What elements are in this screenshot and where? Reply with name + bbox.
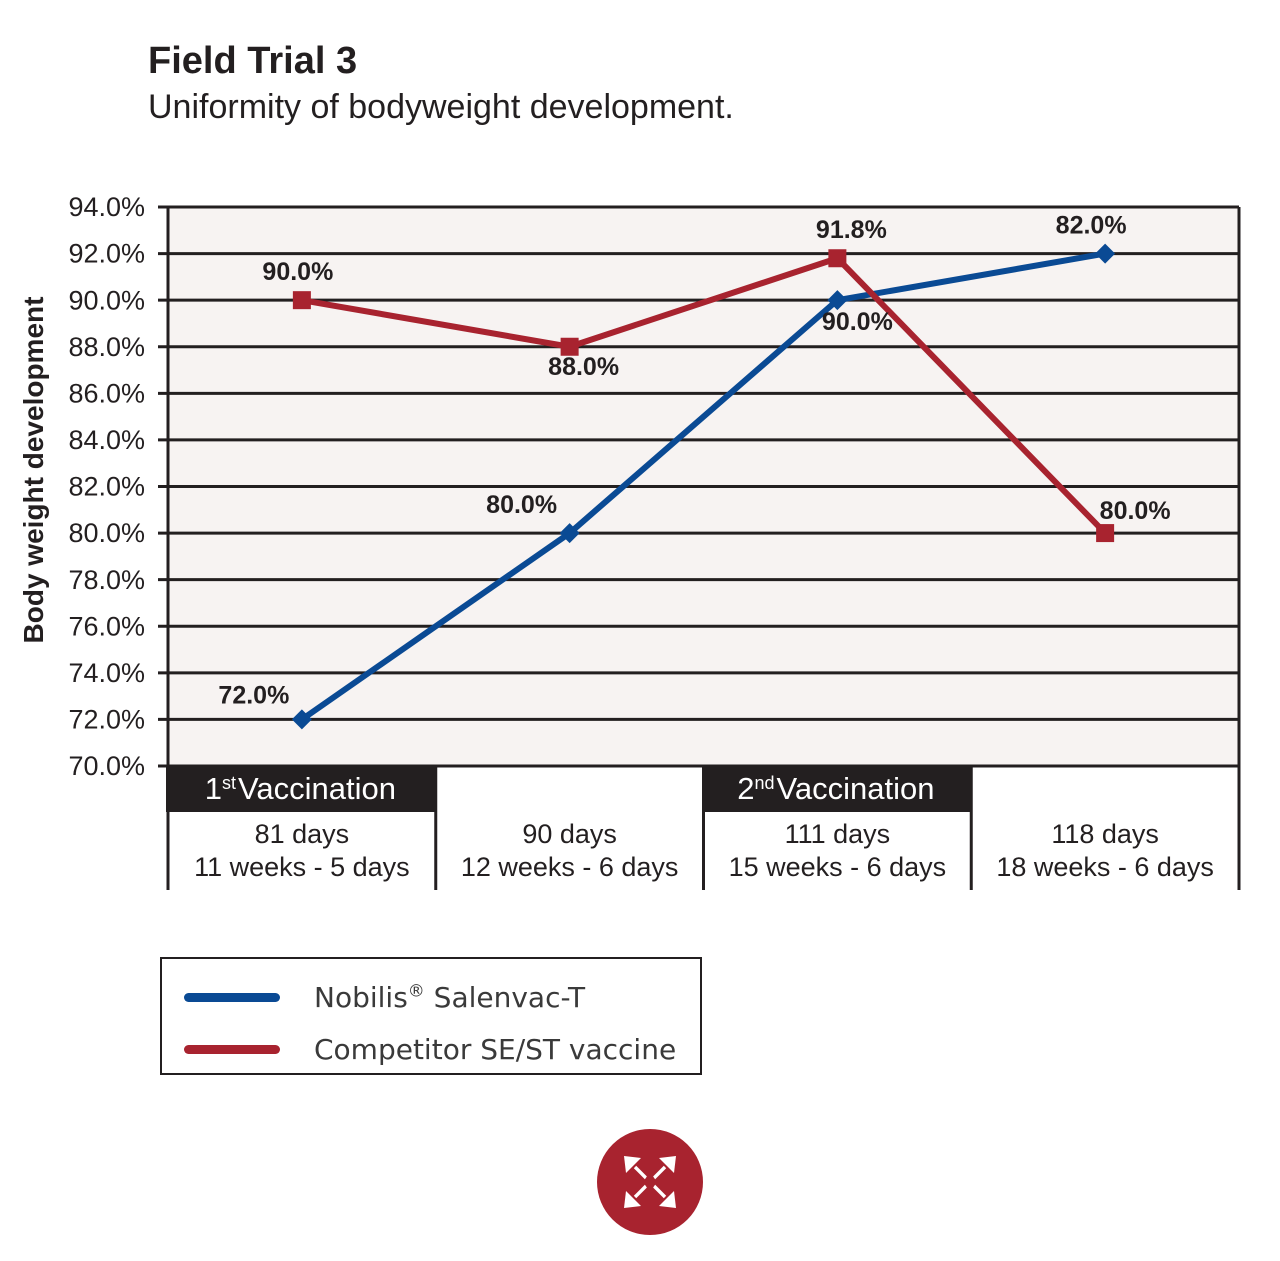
line-chart: 94.0% 92.0% 90.0% 88.0% 86.0% 84.0% 82.0% 80.0%… (68, 192, 1241, 890)
x-category-days: 90 days (522, 819, 617, 849)
x-category-weeks: 12 weeks - 6 days (460, 852, 679, 882)
legend: Nobilis® Salenvac-T Competitor SE/ST vac… (160, 957, 702, 1075)
data-label: 91.8% (816, 216, 887, 244)
x-category-weeks: 18 weeks - 6 days (996, 852, 1214, 882)
data-label: 88.0% (548, 353, 619, 381)
data-label: 80.0% (1100, 497, 1171, 525)
expand-arrows-icon (597, 1129, 703, 1235)
legend-item-nobilis: Nobilis® Salenvac-T (162, 977, 700, 1017)
data-label: 90.0% (822, 308, 893, 336)
data-point-square (1096, 524, 1115, 543)
chart-subtitle: Uniformity of bodyweight development. (148, 88, 734, 126)
series-line-0 (300, 250, 1106, 722)
data-label: 80.0% (486, 491, 557, 519)
y-tick-label: 80.0% (68, 518, 145, 548)
x-category-days: 118 days (1051, 819, 1159, 849)
data-point-diamond (559, 523, 580, 544)
data-label: 90.0% (262, 258, 333, 286)
legend-swatch-nobilis (184, 993, 280, 1002)
y-tick-label: 70.0% (68, 751, 145, 781)
x-category-weeks: 15 weeks - 6 days (728, 852, 947, 882)
data-point-square (292, 291, 311, 310)
y-tick-label: 74.0% (68, 658, 145, 688)
data-point-diamond (291, 709, 312, 730)
y-tick-label: 88.0% (68, 332, 145, 362)
y-tick-label: 78.0% (68, 565, 145, 595)
x-category-label: 111 days 15 weeks - 6 days (704, 818, 972, 884)
y-tick-label: 84.0% (68, 425, 145, 455)
y-tick-label: 94.0% (68, 192, 145, 222)
x-category-days: 81 days (254, 819, 350, 849)
data-point-square (560, 337, 579, 356)
y-tick-label: 82.0% (68, 472, 145, 502)
data-point-diamond (827, 290, 848, 311)
y-tick-label: 92.0% (68, 239, 145, 269)
data-point-square (828, 249, 847, 268)
y-tick-label: 86.0% (68, 378, 145, 408)
y-tick-label: 90.0% (68, 285, 145, 315)
data-point-diamond (1095, 243, 1116, 264)
x-category-weeks: 11 weeks - 5 days (194, 852, 410, 882)
legend-label-nobilis: Nobilis® Salenvac-T (314, 981, 586, 1014)
x-category-label: 90 days 12 weeks - 6 days (436, 818, 704, 884)
x-category-label: 118 days 18 weeks - 6 days (971, 818, 1239, 884)
data-label: 72.0% (218, 681, 289, 709)
x-category-label: 81 days 11 weeks - 5 days (168, 818, 436, 884)
legend-item-competitor: Competitor SE/ST vaccine (162, 1029, 700, 1069)
series-line-1 (301, 254, 1108, 536)
x-category-days: 111 days (784, 819, 891, 849)
data-label: 82.0% (1056, 212, 1127, 240)
legend-swatch-competitor (184, 1045, 280, 1054)
chart-title: Field Trial 3 (148, 40, 358, 82)
legend-label-competitor: Competitor SE/ST vaccine (314, 1033, 677, 1066)
y-tick-label: 72.0% (68, 705, 145, 735)
y-tick-label: 76.0% (68, 611, 145, 641)
